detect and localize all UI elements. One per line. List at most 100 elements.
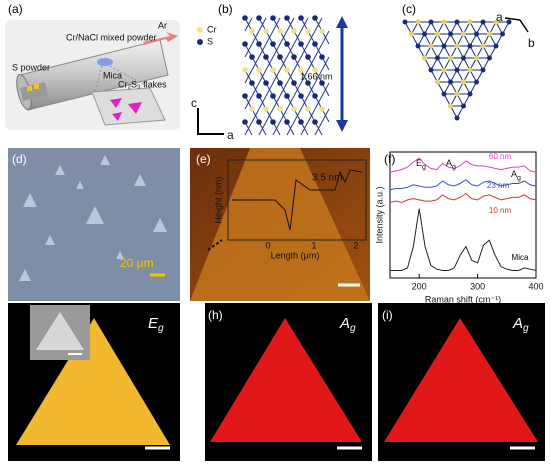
- atom: [298, 41, 304, 47]
- atom: [305, 80, 311, 86]
- arrowhead: [336, 120, 348, 132]
- tick-label: 2: [353, 240, 358, 250]
- atom: [319, 28, 325, 34]
- label: Cr₂S₃ flakes: [118, 79, 167, 89]
- atom: [284, 15, 290, 21]
- atom: [319, 106, 325, 112]
- boat: [97, 58, 113, 66]
- flake: [128, 102, 142, 114]
- flake: [153, 218, 167, 232]
- atom: [467, 19, 473, 25]
- atom: [249, 28, 255, 34]
- atom: [312, 15, 318, 21]
- annotation: 3.5 nm: [312, 173, 343, 184]
- atom: [448, 79, 453, 85]
- profile: [232, 169, 363, 231]
- bond: [272, 95, 281, 110]
- atom: [242, 15, 248, 21]
- arrowhead: [336, 16, 348, 28]
- atom: [454, 43, 460, 49]
- atom: [319, 54, 325, 60]
- panel-label: (e): [196, 152, 211, 166]
- x-label: Length (μm): [271, 250, 320, 260]
- atom: [319, 80, 325, 86]
- legend: S: [207, 36, 213, 46]
- atom: [402, 19, 408, 25]
- bond: [314, 43, 323, 58]
- bond: [244, 43, 253, 58]
- bond: [258, 69, 267, 84]
- atom: [263, 106, 269, 112]
- flake: [45, 235, 55, 245]
- y-label: Intensity (a.u.): [374, 186, 384, 243]
- atom: [312, 41, 318, 47]
- atom: [474, 31, 479, 37]
- series-line: [390, 208, 537, 271]
- atom: [263, 54, 269, 60]
- powder: [34, 84, 39, 89]
- atom: [256, 15, 262, 21]
- flake: [36, 312, 84, 350]
- atom: [312, 67, 318, 73]
- bond: [279, 108, 288, 123]
- atom: [441, 67, 447, 73]
- atom: [480, 19, 486, 25]
- atom: [270, 41, 276, 47]
- atom: [312, 93, 318, 99]
- bond: [258, 95, 267, 110]
- atom: [428, 67, 434, 73]
- atom: [428, 19, 434, 25]
- panel-label: (f): [384, 152, 395, 166]
- x-tick-label: 200: [412, 281, 427, 291]
- bond: [293, 30, 302, 45]
- flake: [100, 155, 110, 165]
- flake: [190, 148, 370, 301]
- atom: [277, 80, 283, 86]
- atom: [506, 19, 512, 25]
- flake: [384, 318, 538, 442]
- atom: [454, 19, 460, 25]
- bond: [272, 121, 281, 136]
- bond: [251, 108, 260, 123]
- atom: [284, 41, 290, 47]
- atom: [467, 43, 473, 49]
- atom: [448, 103, 453, 109]
- flake: [55, 165, 65, 175]
- bond: [279, 30, 288, 45]
- bond: [265, 56, 274, 71]
- atom: [428, 43, 434, 49]
- bond: [272, 69, 281, 84]
- atom: [493, 19, 499, 25]
- bond: [251, 30, 260, 45]
- atom: [461, 103, 466, 109]
- atom: [435, 31, 440, 37]
- atom: [467, 67, 473, 73]
- atom: [291, 54, 297, 60]
- x-tick-label: 300: [470, 281, 485, 291]
- axis-label: a: [496, 10, 503, 24]
- bond: [307, 108, 316, 123]
- atom: [441, 19, 447, 25]
- inset-frame: [227, 159, 367, 241]
- arrow: [143, 32, 178, 45]
- mode-label: Ag: [339, 315, 356, 334]
- atom: [415, 43, 421, 49]
- atom: [435, 79, 440, 85]
- atom: [242, 119, 248, 125]
- panel-label: (d): [12, 152, 27, 166]
- atom: [270, 93, 276, 99]
- bond: [293, 82, 302, 97]
- bond: [300, 95, 309, 110]
- atom: [256, 93, 262, 99]
- atom: [305, 28, 311, 34]
- bond: [314, 69, 323, 84]
- bond: [307, 30, 316, 45]
- atom: [256, 41, 262, 47]
- label: S powder: [12, 62, 50, 72]
- bond: [300, 43, 309, 58]
- atom: [461, 31, 466, 37]
- bond: [321, 30, 330, 45]
- atom: [312, 119, 318, 125]
- atom: [480, 43, 486, 49]
- atom: [493, 43, 499, 49]
